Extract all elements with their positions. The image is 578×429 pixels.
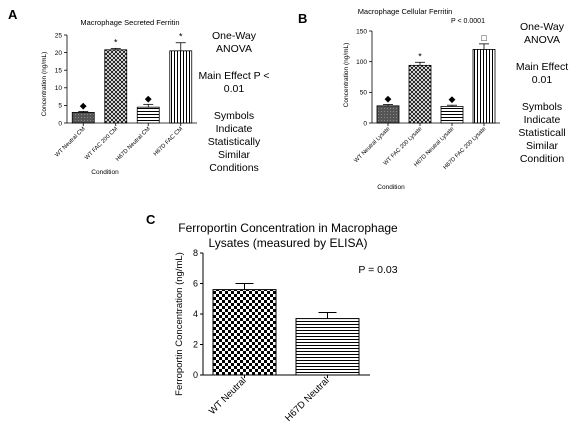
y-tick-label: 4	[193, 309, 198, 319]
panel-a-letter: A	[8, 7, 18, 22]
chart-a-title: Macrophage Secreted Ferritin	[80, 18, 179, 27]
significance-symbol: *	[418, 51, 422, 61]
note-line: One-Way	[520, 21, 564, 33]
y-tick-label: 100	[356, 59, 367, 66]
y-tick-label: 5	[58, 103, 62, 110]
panel-b-notes: One-Way ANOVA Main Effect 0.01 Symbols Indica…	[506, 21, 578, 166]
significance-symbol: *	[114, 37, 118, 47]
y-tick-label: 50	[360, 90, 368, 97]
chart-a-xlabel: Condition	[91, 169, 119, 176]
significance-symbol: □	[481, 33, 487, 43]
note-line	[194, 96, 274, 110]
note-line	[194, 56, 274, 70]
category-label: WT Neutral	[207, 375, 249, 417]
significance-symbol: ◆	[80, 100, 87, 110]
note-line: Statistically	[207, 136, 261, 148]
y-tick-label: 0	[58, 120, 62, 127]
significance-symbol: ◆	[449, 94, 456, 104]
note-line: Similar	[525, 140, 559, 152]
note-line: Statisticall	[518, 127, 566, 139]
note-line: Indicate	[215, 123, 253, 135]
bar	[376, 105, 400, 124]
panel-a-notes: One-Way ANOVA Main Effect P <0.01 Symbols In…	[194, 30, 274, 175]
note-line: ANOVA	[216, 43, 252, 55]
bar	[136, 106, 160, 124]
y-tick-label: 15	[55, 67, 63, 74]
chart-b-xlabel: Condition	[377, 184, 405, 191]
note-line: 0.01	[531, 74, 553, 86]
bar	[169, 50, 193, 124]
bar	[71, 112, 95, 124]
bar	[408, 64, 432, 124]
chart-c-subtitle: Lysates (measured by ELISA)	[209, 236, 368, 250]
y-tick-label: 8	[193, 248, 198, 258]
chart-c: 0 2 4 6 8 WT Neutral H67D Neutral	[193, 248, 370, 424]
category-label: H67D Neutral	[283, 375, 331, 423]
note-line	[506, 47, 578, 61]
category-label: H67D Neutral CM	[115, 126, 152, 163]
note-line: Similar	[217, 149, 251, 161]
note-line: 0.01	[223, 83, 245, 95]
note-line: Symbols	[213, 110, 255, 122]
note-line: Condition	[519, 153, 565, 165]
y-tick-label: 25	[55, 32, 63, 39]
chart-c-p-value: P = 0.03	[358, 264, 397, 276]
y-tick-label: 2	[193, 340, 198, 350]
note-line: Indicate	[523, 114, 561, 126]
bar	[212, 289, 277, 376]
panel-b-letter: B	[298, 11, 307, 26]
note-line: One-Way	[212, 30, 256, 42]
significance-symbol: *	[179, 32, 183, 42]
chart-c-title: Ferroportin Concentration in Macrophage	[178, 221, 398, 235]
bar	[104, 49, 128, 124]
note-line: Conditions	[209, 162, 259, 174]
note-line	[506, 87, 578, 101]
category-label: WT FAC 200 CM	[84, 126, 119, 161]
chart-a-ylabel: Concentration (ng/mL)	[41, 52, 48, 117]
y-tick-label: 20	[55, 50, 63, 57]
note-line: Main Effect P <	[198, 70, 270, 82]
bar	[295, 318, 360, 376]
note-line: Main Effect	[515, 61, 569, 73]
category-label: WT Neutral CM	[54, 126, 87, 159]
y-tick-label: 0	[193, 370, 198, 380]
bar	[440, 106, 464, 124]
y-tick-label: 0	[363, 120, 367, 127]
note-line: ANOVA	[524, 34, 560, 46]
y-tick-label: 10	[55, 85, 63, 92]
panel-c-letter: C	[146, 212, 156, 227]
y-tick-label: 6	[193, 279, 198, 289]
chart-a: 0 5 10 15 20 25 ◆ WT Neutral CM * WT FAC 200 CM ◆ H…	[54, 32, 197, 163]
bar	[472, 49, 496, 124]
chart-c-ylabel: Ferroportin Concentration (ng/mL)	[174, 252, 185, 396]
note-line: Symbols	[521, 101, 563, 113]
significance-symbol: ◆	[385, 94, 392, 104]
chart-b-ylabel: Concentration (ng/mL)	[343, 43, 350, 108]
y-tick-label: 150	[356, 28, 367, 35]
chart-b-title: Macrophage Cellular Ferritin	[358, 7, 453, 16]
significance-symbol: ◆	[145, 93, 152, 103]
category-label: H67D FAC CM	[153, 126, 184, 157]
chart-b-p-value: P < 0.0001	[451, 18, 485, 25]
